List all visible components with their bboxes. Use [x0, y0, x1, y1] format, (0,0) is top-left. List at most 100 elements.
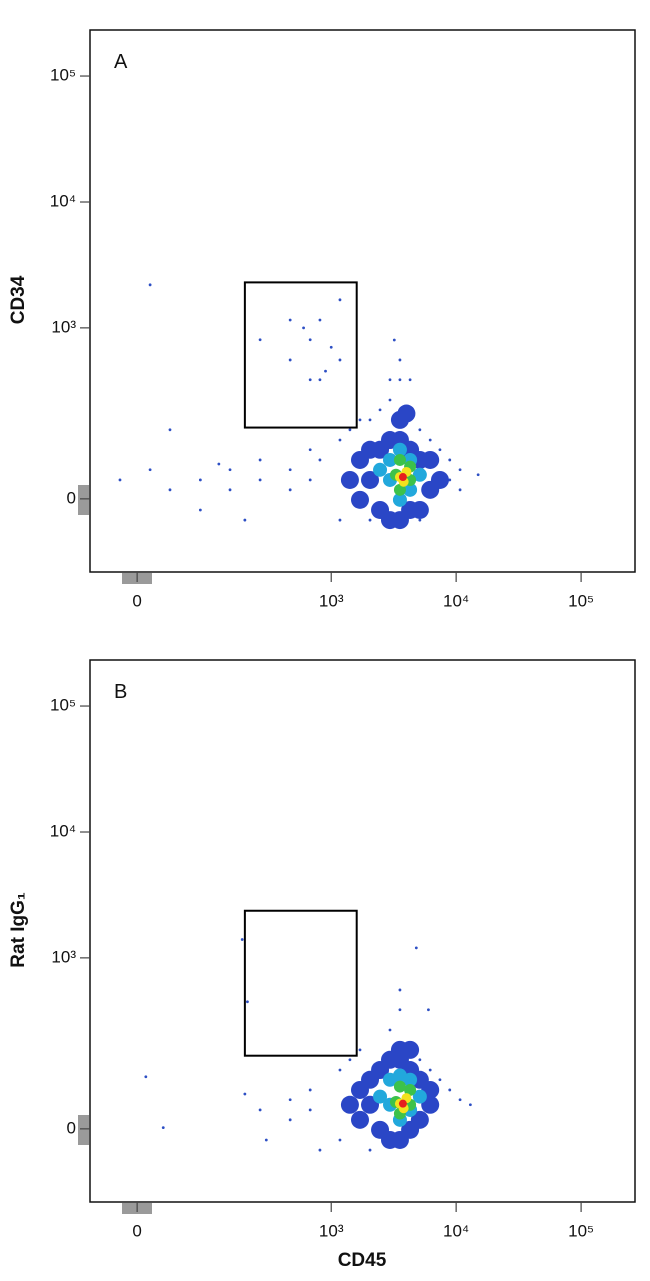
event-point	[308, 1108, 312, 1112]
plot-area	[118, 283, 480, 530]
event-point	[476, 473, 480, 477]
event-point	[408, 378, 412, 382]
event-point	[338, 518, 342, 522]
y-axis-label: CD34	[8, 275, 29, 324]
event-point	[427, 1008, 430, 1012]
event-point	[348, 1058, 352, 1062]
event-point	[338, 298, 342, 302]
event-point	[382, 452, 397, 467]
event-point	[198, 508, 202, 512]
x-tick-label: 10⁴	[443, 591, 469, 610]
event-point	[430, 470, 449, 489]
plot-frame	[89, 659, 636, 1203]
event-point	[448, 478, 452, 482]
event-point	[318, 378, 322, 382]
event-point	[228, 468, 232, 472]
event-point	[458, 1098, 462, 1102]
gate	[243, 909, 358, 1057]
event-point	[388, 378, 392, 382]
event-point	[288, 488, 292, 492]
x-tick-label: 0	[132, 1221, 141, 1240]
event-point	[412, 467, 427, 482]
x-tick-label: 10⁵	[568, 1221, 594, 1240]
event-point	[318, 318, 322, 322]
event-point	[318, 458, 322, 462]
event-point	[350, 490, 369, 509]
y-tick-label: 0	[67, 488, 76, 507]
event-point	[418, 1058, 422, 1062]
x-tick-label: 10³	[319, 591, 344, 610]
event-point	[161, 1126, 165, 1130]
event-point	[288, 318, 292, 322]
event-point	[308, 478, 312, 482]
event-point	[393, 483, 406, 496]
event-point	[428, 1068, 432, 1072]
y-tick-label: 10³	[51, 947, 76, 966]
x-tick-label: 10³	[319, 1221, 344, 1240]
event-point	[368, 418, 372, 422]
zero-bin-marker	[78, 485, 89, 515]
event-point	[418, 428, 422, 432]
event-point	[288, 468, 292, 472]
event-point	[288, 1098, 292, 1102]
event-point	[258, 338, 262, 342]
event-point	[397, 404, 416, 423]
event-point	[458, 468, 462, 472]
event-point	[246, 1000, 249, 1004]
y-tick-label: 10³	[51, 317, 76, 336]
panel-label: B	[114, 681, 127, 703]
event-point	[393, 453, 406, 466]
event-point	[243, 518, 247, 522]
y-tick-label: 10⁴	[50, 191, 76, 210]
event-point	[414, 946, 418, 950]
event-point	[378, 408, 382, 412]
x-tick-label: 10⁵	[568, 591, 594, 610]
event-point	[438, 448, 442, 452]
event-point	[217, 462, 221, 466]
event-point	[448, 458, 452, 462]
event-point	[198, 478, 202, 482]
event-point	[398, 1008, 402, 1012]
event-point	[468, 1103, 472, 1107]
event-point	[418, 518, 422, 522]
event-point	[258, 478, 262, 482]
event-point	[340, 1095, 359, 1114]
event-point	[148, 468, 152, 472]
event-point	[302, 326, 305, 330]
event-point	[404, 1083, 417, 1096]
event-point	[340, 470, 359, 489]
y-tick-label: 10⁵	[50, 696, 76, 715]
event-point	[148, 283, 152, 287]
panel-label: A	[114, 51, 128, 73]
y-tick-label: 10⁵	[50, 66, 76, 85]
event-point	[392, 492, 407, 507]
event-point	[398, 473, 407, 482]
y-tick-label: 10⁴	[50, 821, 76, 840]
event-point	[338, 438, 342, 442]
event-point	[308, 448, 312, 452]
event-point	[168, 488, 172, 492]
event-point	[393, 1080, 406, 1093]
event-point	[228, 488, 232, 492]
event-point	[368, 1148, 372, 1152]
event-point	[458, 488, 462, 492]
event-point	[358, 418, 362, 422]
y-tick-label: 0	[67, 1118, 76, 1137]
event-point	[338, 358, 342, 362]
event-point	[398, 1099, 407, 1108]
gate	[243, 281, 358, 429]
event-point	[361, 470, 380, 489]
x-axis-label: CD45	[338, 1250, 387, 1271]
event-point	[403, 482, 418, 497]
event-point	[308, 338, 312, 342]
event-point	[448, 1088, 452, 1092]
plot-frame	[89, 29, 636, 573]
event-point	[392, 442, 407, 457]
zero-bin-marker	[78, 1115, 89, 1145]
event-point	[118, 478, 122, 482]
event-point	[410, 500, 429, 519]
event-point	[264, 1138, 268, 1142]
event-point	[288, 358, 292, 362]
event-point	[398, 988, 402, 992]
event-point	[392, 338, 396, 342]
